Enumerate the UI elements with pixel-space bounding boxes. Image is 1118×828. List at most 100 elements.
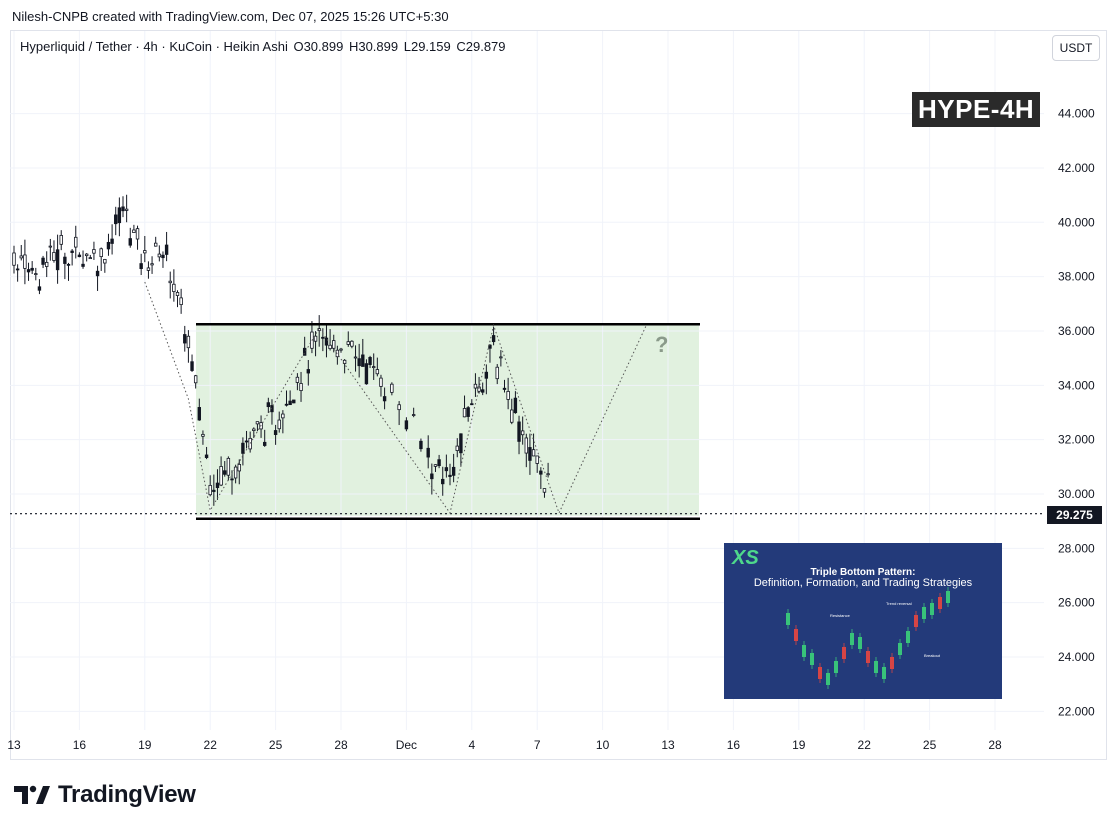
y-tick-label: 22.000 <box>1058 704 1095 718</box>
candle-up <box>146 267 151 271</box>
candle-down <box>117 207 122 224</box>
candle-up <box>252 428 256 431</box>
candle-down <box>466 407 470 417</box>
y-tick-label: 34.000 <box>1058 378 1095 392</box>
candle-down <box>128 238 132 246</box>
x-tick-label: Dec <box>396 738 417 752</box>
candle-down <box>190 361 194 371</box>
candle-up <box>179 297 183 306</box>
candle-down <box>95 270 100 277</box>
symbol-name: Hyperliquid / Tether · 4h · KuCoin · Hei… <box>20 39 288 54</box>
candle-up <box>299 383 303 392</box>
candle-down <box>273 430 278 435</box>
candle-up <box>84 253 89 257</box>
candle-down <box>244 440 249 443</box>
candle-up <box>524 437 528 454</box>
x-tick-label: 13 <box>661 738 675 752</box>
y-tick-label: 26.000 <box>1058 596 1095 610</box>
candle-down <box>161 254 165 259</box>
x-tick-label: 7 <box>534 738 541 752</box>
candle-up <box>371 366 376 368</box>
ohlc-open: O30.899 <box>293 39 344 54</box>
candle-down <box>66 263 71 266</box>
candle-up <box>295 376 300 383</box>
y-tick-label: 32.000 <box>1058 433 1095 447</box>
range-zone <box>196 324 699 516</box>
thumb-annotation-breakout: Breakout <box>924 653 941 658</box>
y-tick-label: 30.000 <box>1058 487 1095 501</box>
candle-up <box>531 449 536 457</box>
candle-up <box>499 356 503 359</box>
candle-up <box>520 430 525 436</box>
candle-up <box>313 335 318 342</box>
tradingview-wordmark: TradingView <box>58 781 196 808</box>
candle-up <box>219 466 223 486</box>
candle-down <box>77 254 82 258</box>
article-thumbnail[interactable]: XS Triple Bottom Pattern: Definition, Fo… <box>724 543 1002 699</box>
candle-down <box>183 334 187 344</box>
candle-down <box>444 467 449 472</box>
x-tick-label: 13 <box>7 738 21 752</box>
candle-down <box>292 399 296 404</box>
candle-down <box>41 257 45 265</box>
chart-frame <box>10 30 1107 760</box>
candle-down <box>15 268 20 271</box>
candle-up <box>143 250 147 254</box>
ticker-tag: HYPE-4H <box>912 92 1041 127</box>
candle-down <box>513 397 518 414</box>
candle-down <box>139 263 143 269</box>
x-tick-label: 10 <box>596 738 610 752</box>
thumbnail-subtitle: Definition, Formation, and Trading Strat… <box>753 577 973 589</box>
candle-up <box>248 437 252 450</box>
candle-down <box>110 238 114 244</box>
candle-down <box>437 459 441 467</box>
candle-up <box>411 414 416 416</box>
candle-up <box>350 340 354 347</box>
candle-down <box>215 482 220 489</box>
x-tick-label: 25 <box>923 738 937 752</box>
candle-up <box>332 340 336 349</box>
candle-up <box>52 252 56 261</box>
candle-up <box>99 248 103 258</box>
candle-down <box>430 473 434 480</box>
candle-down <box>306 369 310 374</box>
candle-down <box>30 267 34 271</box>
candle-down <box>441 478 445 485</box>
y-tick-label: 24.000 <box>1058 650 1095 664</box>
candle-down <box>37 286 42 291</box>
candle-down <box>81 263 85 267</box>
candle-down <box>480 389 485 393</box>
x-tick-label: 16 <box>73 738 87 752</box>
candle-up <box>48 245 53 248</box>
candle-up <box>19 255 23 259</box>
candle-down <box>63 256 67 264</box>
x-tick-label: 28 <box>988 738 1002 752</box>
candle-up <box>59 235 63 245</box>
candle-up <box>255 421 260 425</box>
candle-up <box>379 377 383 387</box>
candle-down <box>357 358 361 367</box>
candle-down <box>451 466 456 476</box>
currency-button[interactable]: USDT <box>1052 35 1100 61</box>
candle-down <box>488 344 492 349</box>
xs-logo: XS <box>732 547 759 569</box>
tradingview-brand[interactable]: TradingView <box>14 781 196 809</box>
candle-down <box>164 244 169 255</box>
candle-up <box>506 391 510 400</box>
candle-up <box>328 344 332 350</box>
candle-up <box>150 263 154 266</box>
tradingview-logo-icon <box>14 785 50 804</box>
candle-down <box>528 447 532 461</box>
candle-up <box>542 488 547 493</box>
candle-down <box>484 371 489 379</box>
y-tick-label: 44.000 <box>1058 107 1095 121</box>
candle-down <box>230 478 234 481</box>
candle-down <box>368 357 372 365</box>
candle-up <box>103 259 107 264</box>
candle-up <box>172 283 176 292</box>
candle-down <box>204 454 209 459</box>
candle-up <box>135 228 140 240</box>
candle-down <box>223 470 227 475</box>
candle-up <box>455 445 459 451</box>
